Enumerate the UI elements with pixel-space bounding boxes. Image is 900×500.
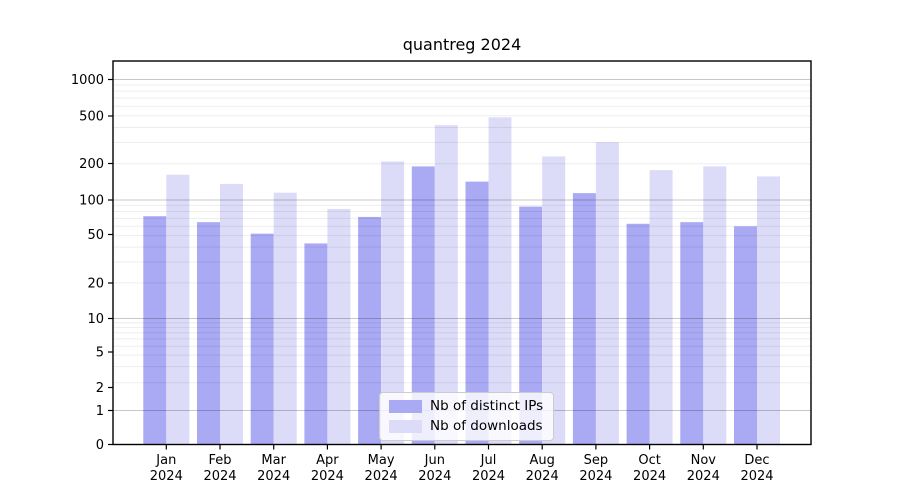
bar-downloads-oct [649, 170, 673, 445]
bar-distinct-ips-jul [465, 181, 489, 445]
legend: Nb of distinct IPs Nb of downloads [379, 392, 555, 441]
x-tick-label: Mar 2024 [257, 453, 290, 484]
plot-border [112, 60, 812, 446]
bar-downloads-feb [220, 183, 243, 445]
bar-distinct-ips-oct [626, 223, 650, 445]
x-axis: Jan 2024 Feb 2024 Mar 2024 Apr 2024 May 2024 Jun 20… [150, 444, 774, 484]
legend-item-distinct-ips: Nb of distinct IPs [389, 398, 543, 414]
legend-swatch-distinct-ips [389, 399, 422, 413]
x-tick-label: Jul 2024 [472, 453, 505, 484]
bar-downloads-may [381, 161, 405, 445]
legend-swatch-downloads [389, 419, 422, 433]
bar-distinct-ips-may [358, 216, 382, 445]
bar-downloads-jul [488, 117, 512, 445]
bar-distinct-ips-dec [734, 226, 757, 445]
x-tick-label: Dec 2024 [740, 453, 773, 484]
y-axis: 0 1 2 5 10 20 50 100 200 500 1000 [71, 73, 113, 453]
bar-distinct-ips-feb [197, 222, 220, 445]
bar-downloads-dec [757, 176, 780, 445]
bar-distinct-ips-nov [680, 222, 704, 445]
y-tick-label: 1000 [71, 73, 104, 88]
y-tick-label: 200 [79, 157, 104, 172]
y-tick-label: 20 [87, 277, 104, 292]
y-tick-label: 5 [96, 346, 104, 361]
y-tick-label: 50 [87, 228, 104, 243]
bar-downloads-sep [595, 142, 619, 445]
y-tick-label: 500 [79, 110, 104, 125]
y-tick-label: 10 [87, 312, 104, 327]
x-tick-label: Apr 2024 [311, 453, 344, 484]
bar-distinct-ips-jun [411, 166, 435, 445]
y-tick-label: 1 [96, 404, 104, 419]
chart-title: quantreg 2024 [402, 35, 522, 54]
bar-distinct-ips-apr [304, 243, 328, 445]
bar-distinct-ips-jan [143, 216, 167, 445]
bar-downloads-nov [703, 166, 727, 445]
x-tick-label: Aug 2024 [526, 453, 559, 484]
bar-distinct-ips-mar [250, 233, 274, 445]
gridlines-group [113, 79, 811, 411]
legend-item-downloads: Nb of downloads [389, 418, 543, 434]
x-tick-label: Jan 2024 [150, 453, 183, 484]
x-tick-label: Oct 2024 [633, 453, 666, 484]
x-tick-label: May 2024 [365, 453, 398, 484]
y-tick-label: 2 [96, 381, 104, 396]
x-tick-label: Sep 2024 [579, 453, 612, 484]
bar-downloads-jun [434, 125, 458, 445]
y-tick-label: 100 [79, 194, 104, 209]
bar-distinct-ips-aug [519, 206, 543, 445]
x-tick-label: Feb 2024 [203, 453, 236, 484]
legend-label-downloads: Nb of downloads [430, 418, 543, 434]
bar-downloads-aug [542, 156, 566, 445]
x-tick-label: Jun 2024 [418, 453, 451, 484]
bar-downloads-apr [327, 208, 351, 445]
bar-downloads-mar [273, 192, 297, 445]
bars-group [143, 117, 780, 445]
legend-label-distinct-ips: Nb of distinct IPs [430, 398, 544, 414]
y-tick-label: 0 [96, 438, 104, 453]
bar-downloads-jan [166, 174, 190, 445]
bar-distinct-ips-sep [572, 193, 596, 445]
x-tick-label: Nov 2024 [687, 453, 720, 484]
